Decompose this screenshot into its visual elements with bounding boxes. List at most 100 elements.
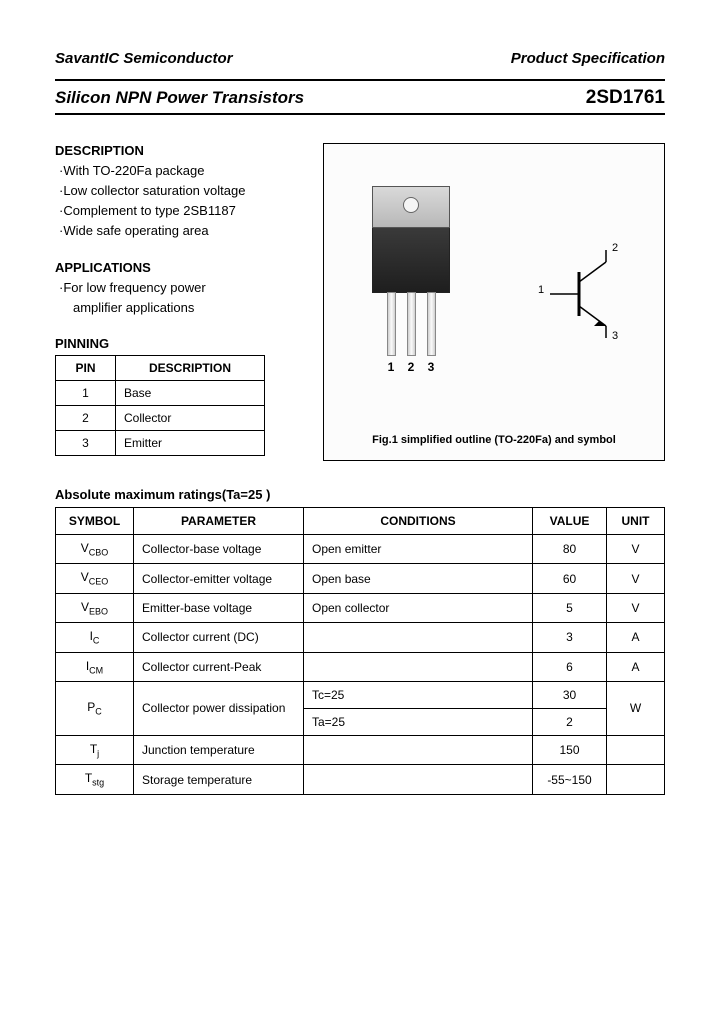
title-row: Silicon NPN Power Transistors 2SD1761	[55, 79, 665, 115]
value-cell: 60	[533, 564, 607, 593]
header-row: SavantIC Semiconductor Product Specifica…	[55, 50, 665, 67]
ratings-table: SYMBOL PARAMETER CONDITIONS VALUE UNIT V…	[55, 507, 665, 795]
unit-cell	[607, 765, 665, 794]
conditions-header: CONDITIONS	[304, 508, 533, 535]
symbol-cell: Tstg	[56, 765, 134, 794]
unit-header: UNIT	[607, 508, 665, 535]
symbol-cell: VCBO	[56, 535, 134, 564]
package-outline: 1 2 3	[372, 186, 450, 374]
pin-cell: 2	[56, 405, 116, 430]
symbol-pin-2: 2	[612, 242, 618, 254]
applications-list: ·For low frequency power amplifier appli…	[55, 278, 305, 318]
cond-cell	[304, 765, 533, 794]
package-leads	[372, 292, 450, 356]
package-body	[372, 227, 450, 293]
pinning-heading: PINNING	[55, 336, 305, 351]
table-row: ICM Collector current-Peak 6 A	[56, 652, 665, 681]
value-cell: 5	[533, 593, 607, 622]
cond-cell: Ta=25	[304, 708, 533, 735]
table-row: 1 Base	[56, 380, 265, 405]
param-cell: Junction temperature	[134, 735, 304, 764]
mounting-hole-icon	[403, 197, 419, 213]
value-cell: 30	[533, 681, 607, 708]
npn-symbol-icon	[544, 244, 634, 344]
param-cell: Collector-emitter voltage	[134, 564, 304, 593]
figure-box: 1 2 3 1 2 3 Fig.1 simplified outline (TO…	[323, 143, 665, 461]
right-column: 1 2 3 1 2 3 Fig.1 simplified outline (TO…	[323, 143, 665, 461]
symbol-pin-1: 1	[538, 284, 544, 296]
table-row: Tj Junction temperature 150	[56, 735, 665, 764]
pin-cell: 1	[56, 380, 116, 405]
parameter-header: PARAMETER	[134, 508, 304, 535]
package-tab	[372, 186, 450, 228]
param-cell: Collector-base voltage	[134, 535, 304, 564]
cond-cell: Tc=25	[304, 681, 533, 708]
cond-cell	[304, 623, 533, 652]
unit-cell	[607, 735, 665, 764]
param-cell: Emitter-base voltage	[134, 593, 304, 622]
desc-cell: Emitter	[116, 430, 265, 455]
company-name: SavantIC Semiconductor	[55, 50, 233, 67]
value-cell: 2	[533, 708, 607, 735]
table-header-row: PIN DESCRIPTION	[56, 355, 265, 380]
table-row: Tstg Storage temperature -55~150	[56, 765, 665, 794]
app-item: ·For low frequency power	[55, 278, 305, 298]
desc-cell: Collector	[116, 405, 265, 430]
value-cell: 6	[533, 652, 607, 681]
cond-cell: Open collector	[304, 593, 533, 622]
value-cell: 3	[533, 623, 607, 652]
value-header: VALUE	[533, 508, 607, 535]
table-row: 2 Collector	[56, 405, 265, 430]
two-column-layout: DESCRIPTION ·With TO-220Fa package ·Low …	[55, 143, 665, 461]
desc-item: ·Low collector saturation voltage	[55, 181, 305, 201]
figure-caption: Fig.1 simplified outline (TO-220Fa) and …	[324, 434, 664, 446]
left-column: DESCRIPTION ·With TO-220Fa package ·Low …	[55, 143, 305, 461]
symbol-cell: VCEO	[56, 564, 134, 593]
param-cell: Collector power dissipation	[134, 681, 304, 735]
desc-item: ·Complement to type 2SB1187	[55, 201, 305, 221]
unit-cell: V	[607, 593, 665, 622]
cond-cell	[304, 735, 533, 764]
pin-col-header: PIN	[56, 355, 116, 380]
lead-icon	[407, 292, 416, 356]
table-row: PC Collector power dissipation Tc=25 30 …	[56, 681, 665, 708]
value-cell: -55~150	[533, 765, 607, 794]
applications-heading: APPLICATIONS	[55, 260, 305, 275]
symbol-header: SYMBOL	[56, 508, 134, 535]
symbol-cell: ICM	[56, 652, 134, 681]
table-row: 3 Emitter	[56, 430, 265, 455]
desc-cell: Base	[116, 380, 265, 405]
table-row: VEBO Emitter-base voltage Open collector…	[56, 593, 665, 622]
app-item: amplifier applications	[55, 298, 305, 318]
symbol-cell: VEBO	[56, 593, 134, 622]
unit-cell: V	[607, 564, 665, 593]
param-cell: Storage temperature	[134, 765, 304, 794]
symbol-cell: Tj	[56, 735, 134, 764]
param-cell: Collector current (DC)	[134, 623, 304, 652]
description-list: ·With TO-220Fa package ·Low collector sa…	[55, 161, 305, 242]
symbol-cell: IC	[56, 623, 134, 652]
unit-cell: V	[607, 535, 665, 564]
pin-cell: 3	[56, 430, 116, 455]
table-header-row: SYMBOL PARAMETER CONDITIONS VALUE UNIT	[56, 508, 665, 535]
description-heading: DESCRIPTION	[55, 143, 305, 158]
cond-cell: Open base	[304, 564, 533, 593]
ratings-heading: Absolute maximum ratings(Ta=25 )	[55, 487, 665, 502]
title-left: Silicon NPN Power Transistors	[55, 88, 304, 108]
symbol-cell: PC	[56, 681, 134, 735]
param-cell: Collector current-Peak	[134, 652, 304, 681]
table-row: VCBO Collector-base voltage Open emitter…	[56, 535, 665, 564]
symbol-pin-3: 3	[612, 330, 618, 342]
unit-cell: A	[607, 623, 665, 652]
table-row: VCEO Collector-emitter voltage Open base…	[56, 564, 665, 593]
part-number: 2SD1761	[586, 87, 665, 109]
unit-cell: A	[607, 652, 665, 681]
cond-cell: Open emitter	[304, 535, 533, 564]
desc-col-header: DESCRIPTION	[116, 355, 265, 380]
transistor-symbol: 1 2 3	[544, 244, 634, 344]
spec-label: Product Specification	[511, 50, 665, 67]
lead-icon	[427, 292, 436, 356]
pinning-table: PIN DESCRIPTION 1 Base 2 Collector 3 Emi…	[55, 355, 265, 456]
pin-labels: 1 2 3	[372, 360, 450, 374]
value-cell: 80	[533, 535, 607, 564]
